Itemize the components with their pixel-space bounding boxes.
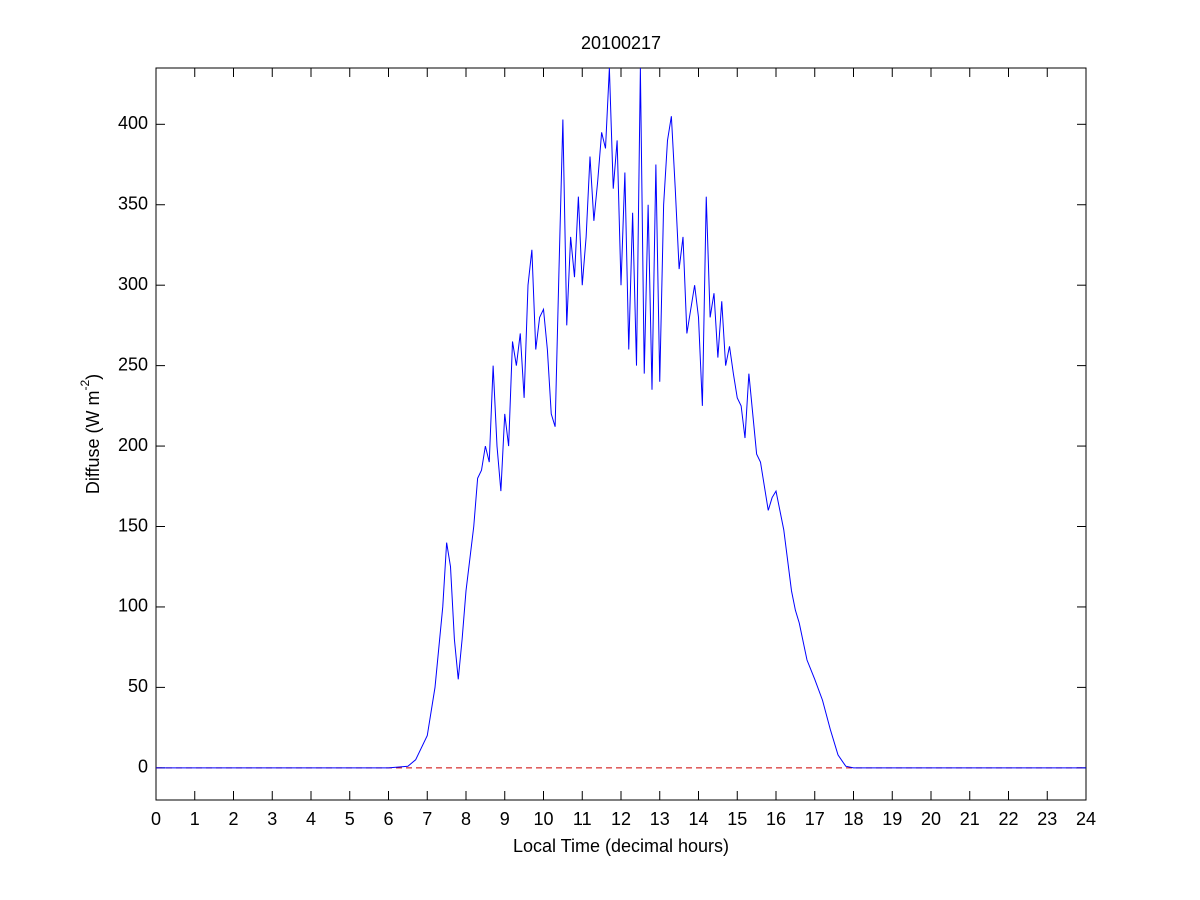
x-tick-label: 12 [611,809,631,829]
x-tick-label: 8 [461,809,471,829]
x-tick-label: 22 [998,809,1018,829]
x-tick-label: 10 [533,809,553,829]
y-label-superscript: -2 [78,379,92,390]
x-tick-label: 18 [843,809,863,829]
x-tick-label: 3 [267,809,277,829]
y-tick-label: 300 [118,274,148,294]
x-tick-label: 21 [960,809,980,829]
y-tick-label: 0 [138,757,148,777]
x-tick-label: 4 [306,809,316,829]
x-axis-label: Local Time (decimal hours) [513,836,729,856]
y-tick-label: 250 [118,354,148,374]
x-tick-label: 14 [688,809,708,829]
x-tick-label: 23 [1037,809,1057,829]
x-tick-label: 20 [921,809,941,829]
x-tick-label: 2 [228,809,238,829]
x-tick-label: 5 [345,809,355,829]
x-tick-label: 0 [151,809,161,829]
x-tick-label: 16 [766,809,786,829]
y-tick-label: 150 [118,515,148,535]
x-tick-label: 24 [1076,809,1096,829]
y-tick-label: 100 [118,596,148,616]
data-line [156,67,1086,769]
y-label-suffix: ) [83,374,103,380]
x-tick-label: 17 [805,809,825,829]
x-tick-label: 6 [383,809,393,829]
x-tick-label: 13 [650,809,670,829]
x-tick-label: 1 [190,809,200,829]
x-tick-label: 11 [573,809,592,829]
x-tick-label: 19 [882,809,902,829]
y-tick-label: 350 [118,193,148,213]
y-tick-label: 200 [118,435,148,455]
y-tick-label: 400 [118,113,148,133]
y-label-text: Diffuse (W m [83,390,103,494]
x-tick-label: 15 [727,809,747,829]
y-tick-label: 50 [128,676,148,696]
x-tick-label: 9 [500,809,510,829]
chart-title: 20100217 [581,33,661,53]
y-axis-label: Diffuse (W m-2) [78,374,103,494]
x-tick-label: 7 [422,809,432,829]
